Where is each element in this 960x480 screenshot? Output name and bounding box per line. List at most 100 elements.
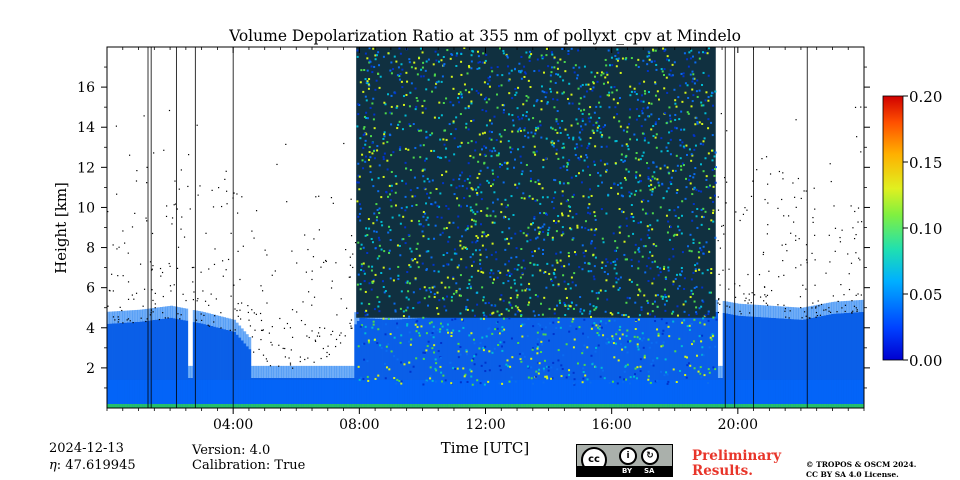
- data-cell: [187, 379, 191, 404]
- noise-point: [503, 104, 506, 107]
- noise-point: [653, 277, 656, 280]
- noise-point: [380, 248, 383, 251]
- noise-point: [478, 133, 481, 136]
- noise-point: [591, 129, 594, 132]
- data-cell: [856, 379, 860, 404]
- data-cell: [490, 315, 494, 408]
- noise-point: [389, 333, 392, 336]
- noise-point: [641, 255, 644, 258]
- noise-point: [573, 338, 576, 341]
- data-cell: [235, 379, 239, 404]
- noise-point: [700, 340, 703, 343]
- data-cell: [758, 317, 761, 408]
- noise-point: [435, 188, 438, 191]
- noise-point: [543, 91, 546, 94]
- data-cell: [472, 379, 476, 404]
- noise-point: [588, 142, 591, 145]
- data-cell: [811, 403, 814, 408]
- noise-point: [482, 52, 485, 55]
- noise-point: [495, 258, 498, 261]
- noise-point: [625, 258, 628, 261]
- sparse-point: [129, 154, 131, 156]
- noise-point: [390, 184, 393, 187]
- noise-point: [525, 51, 528, 54]
- noise-point: [709, 336, 712, 339]
- noise-point: [507, 79, 510, 82]
- noise-point: [364, 155, 367, 158]
- noise-point: [597, 171, 600, 174]
- noise-point: [660, 68, 663, 71]
- noise-point: [452, 178, 455, 181]
- data-cell: [740, 403, 744, 408]
- noise-point: [507, 242, 510, 245]
- noise-point: [588, 120, 591, 123]
- noise-point: [700, 104, 703, 107]
- sparse-point: [173, 284, 175, 286]
- noise-point: [523, 267, 526, 270]
- noise-point: [508, 92, 511, 95]
- data-cell: [629, 317, 633, 408]
- noise-point: [459, 353, 462, 356]
- sparse-point: [168, 109, 171, 112]
- noise-point: [692, 340, 695, 343]
- noise-point: [550, 278, 553, 281]
- data-cell: [710, 312, 713, 408]
- data-cell: [520, 379, 524, 404]
- data-cell: [119, 379, 123, 404]
- noise-point: [490, 304, 493, 307]
- noise-point: [531, 348, 534, 351]
- sparse-point: [286, 322, 289, 325]
- noise-point: [452, 87, 455, 90]
- sparse-point: [729, 306, 731, 308]
- data-cell: [207, 379, 211, 404]
- data-cell: [821, 403, 825, 408]
- noise-point: [672, 280, 675, 283]
- data-cell: [422, 379, 426, 404]
- noise-point: [672, 320, 675, 323]
- noise-point: [625, 334, 628, 337]
- noise-point: [373, 308, 376, 311]
- noise-point: [632, 232, 635, 235]
- data-cell: [248, 403, 252, 408]
- noise-point: [561, 92, 564, 95]
- noise-point: [540, 54, 543, 57]
- noise-point: [479, 267, 482, 270]
- data-cell: [263, 403, 267, 408]
- noise-point: [378, 86, 381, 89]
- noise-point: [534, 129, 537, 132]
- data-cell: [404, 379, 408, 404]
- data-cell: [780, 379, 784, 404]
- noise-point: [708, 291, 711, 294]
- sparse-point: [725, 202, 727, 204]
- noise-point: [606, 273, 609, 276]
- noise-point: [604, 264, 607, 267]
- noise-point: [483, 81, 486, 84]
- sparse-point: [332, 330, 334, 332]
- data-cell: [790, 307, 794, 320]
- data-cell: [548, 379, 552, 404]
- cc-license-badge[interactable]: cc i ↻ BY SA: [576, 444, 673, 477]
- data-cell: [669, 403, 673, 408]
- data-cell: [167, 403, 171, 408]
- noise-point: [609, 262, 612, 265]
- noise-point: [508, 274, 511, 277]
- data-cell: [725, 403, 729, 408]
- noise-point: [576, 122, 579, 125]
- noise-point: [531, 274, 534, 277]
- noise-point: [663, 265, 666, 268]
- data-cell: [195, 403, 199, 408]
- noise-point: [446, 49, 449, 52]
- sparse-point: [850, 262, 853, 264]
- noise-point: [520, 161, 523, 164]
- data-cell: [255, 379, 259, 404]
- noise-point: [659, 167, 662, 170]
- noise-point: [357, 162, 360, 165]
- data-cell: [566, 317, 570, 408]
- noise-point: [614, 54, 617, 57]
- noise-point: [365, 117, 368, 120]
- noise-point: [412, 291, 415, 294]
- noise-point: [550, 71, 553, 74]
- noise-point: [459, 113, 462, 116]
- noise-point: [425, 202, 428, 205]
- data-cell: [445, 403, 449, 408]
